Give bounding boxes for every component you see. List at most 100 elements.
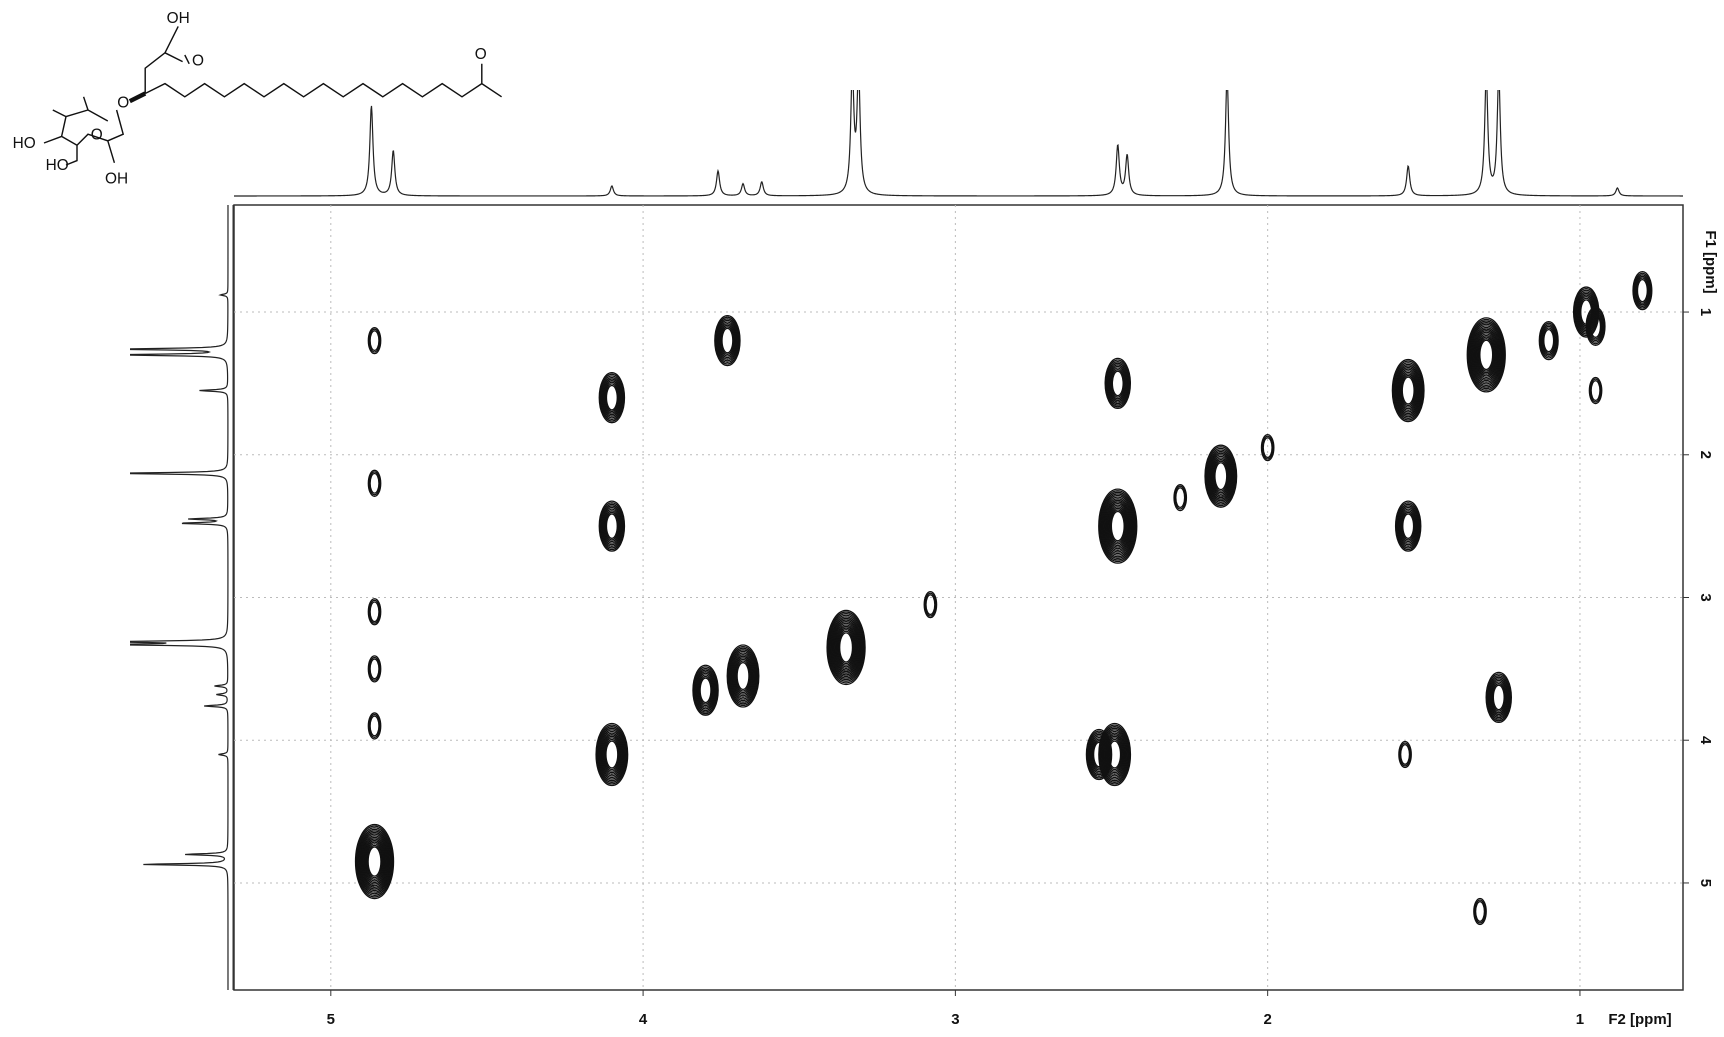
contour — [1210, 455, 1231, 497]
contour — [1474, 899, 1486, 924]
contour — [1109, 367, 1126, 400]
cross-peak — [367, 469, 382, 497]
contour — [602, 378, 622, 417]
contour — [368, 328, 381, 353]
contour — [369, 601, 380, 623]
atom-label: O — [91, 126, 103, 143]
contour — [1098, 488, 1138, 564]
cross-peak — [1632, 270, 1653, 311]
cross-peak — [826, 609, 866, 686]
cross-peak — [367, 712, 382, 740]
contour — [605, 740, 619, 769]
contour — [1102, 730, 1127, 779]
contour — [1471, 325, 1502, 385]
contour — [736, 661, 750, 691]
contour — [1398, 371, 1418, 410]
contour — [924, 592, 937, 617]
contour — [1487, 674, 1511, 720]
contour — [717, 321, 738, 360]
contour — [354, 823, 395, 900]
cross-peak — [1398, 740, 1412, 769]
contour — [369, 330, 380, 352]
cross-peak — [598, 372, 626, 424]
contour — [368, 471, 381, 496]
contour — [729, 649, 757, 703]
contour — [1469, 322, 1504, 388]
contour — [1473, 897, 1487, 926]
contour — [598, 372, 626, 424]
contour — [1211, 457, 1231, 496]
cross-peak — [1204, 444, 1238, 508]
contour — [1538, 320, 1559, 361]
contour — [1632, 270, 1653, 311]
chain-bonds — [144, 63, 502, 98]
contour — [836, 627, 856, 668]
contour — [1588, 311, 1603, 342]
contour — [598, 500, 626, 552]
contour — [601, 505, 623, 547]
contour — [830, 617, 862, 678]
contour — [1401, 376, 1415, 405]
contour — [1399, 742, 1412, 767]
contour — [835, 625, 857, 670]
contour — [1107, 362, 1129, 405]
contour — [1636, 278, 1648, 303]
contour — [600, 375, 624, 421]
projection-trace — [234, 90, 1683, 197]
contour — [1108, 507, 1127, 545]
contour — [603, 380, 621, 416]
contour — [1473, 330, 1499, 380]
contour — [1110, 368, 1125, 398]
contour — [367, 712, 382, 740]
contour — [728, 647, 758, 705]
contour — [1474, 331, 1498, 379]
contour — [1212, 458, 1230, 494]
contour — [369, 472, 380, 494]
contour — [697, 674, 714, 707]
acid-bonds — [144, 26, 190, 94]
cross-peak — [1588, 376, 1603, 405]
atom-label: O — [192, 53, 204, 70]
x-axis-label: F2 [ppm] — [1608, 1011, 1671, 1028]
contour — [1543, 328, 1555, 353]
contour — [827, 611, 865, 684]
contour — [1587, 309, 1604, 343]
contour — [716, 319, 738, 362]
contour — [693, 666, 718, 715]
cross-peak — [1104, 357, 1132, 410]
contour — [605, 513, 618, 539]
contour — [1586, 308, 1605, 345]
cross-peak — [1585, 306, 1606, 346]
contour — [1490, 681, 1507, 714]
contour — [1466, 317, 1506, 393]
contour — [368, 599, 381, 624]
contour — [362, 838, 387, 885]
contour — [1492, 684, 1505, 711]
cross-peak — [367, 655, 382, 683]
contour — [1175, 487, 1186, 509]
contour — [1088, 733, 1110, 776]
atom-label: OH — [105, 170, 128, 187]
contour — [1490, 679, 1508, 716]
contour — [1398, 506, 1418, 546]
contour — [368, 656, 381, 681]
contour — [1090, 736, 1108, 773]
contour — [604, 511, 619, 541]
contour — [1213, 460, 1229, 492]
contour — [923, 590, 938, 619]
contour — [1101, 729, 1128, 780]
contour — [1541, 325, 1557, 356]
contour — [828, 613, 864, 682]
contour — [726, 644, 760, 708]
sugar-bonds — [43, 96, 125, 166]
contour — [1110, 510, 1125, 542]
contour — [733, 657, 753, 695]
cross-peak — [726, 644, 760, 708]
contour — [1402, 513, 1415, 539]
contour — [605, 384, 618, 411]
atom-label: O — [117, 94, 129, 111]
contour — [1104, 357, 1132, 410]
contour — [1399, 508, 1417, 544]
contour — [601, 734, 623, 775]
contour — [1105, 501, 1131, 551]
